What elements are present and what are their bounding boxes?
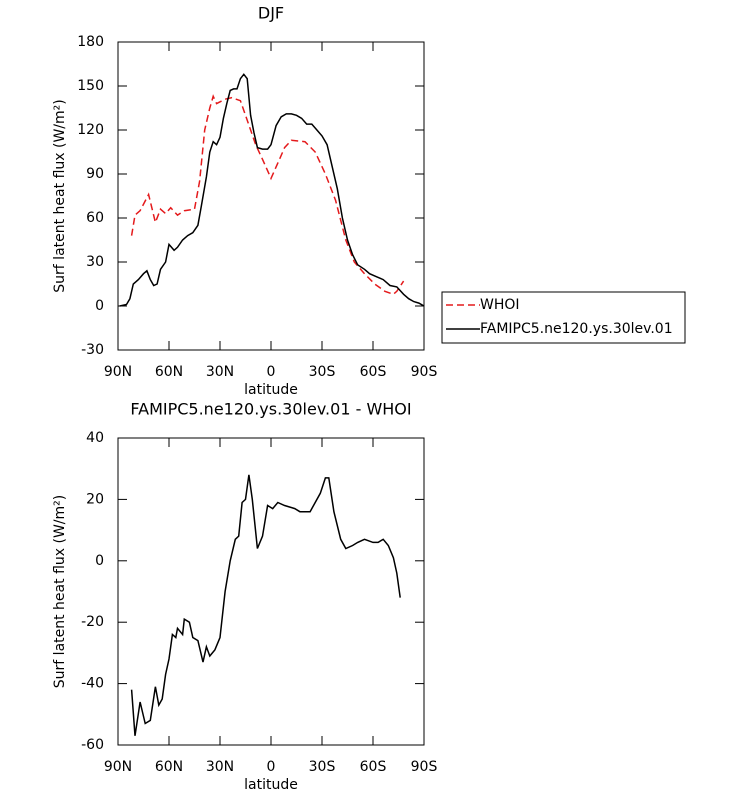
y-tick-label: 90: [86, 166, 104, 182]
x-tick-label: 30N: [206, 759, 234, 775]
x-tick-label: 90S: [411, 364, 438, 380]
y-axis-label: Surf latent heat flux (W/m²): [52, 99, 68, 292]
x-tick-label: 90N: [104, 759, 132, 775]
chart-title: FAMIPC5.ne120.ys.30lev.01 - WHOI: [130, 400, 411, 419]
legend-box: [441, 291, 686, 344]
y-tick-label: -60: [81, 737, 104, 753]
x-tick-label: 0: [267, 364, 276, 380]
plot-frame: [117, 437, 425, 746]
x-tick-label: 30S: [309, 364, 336, 380]
y-tick-label: 120: [77, 122, 104, 138]
y-tick-label: 30: [86, 254, 104, 270]
x-tick-label: 90N: [104, 364, 132, 380]
data-line: [130, 474, 401, 736]
legend-label: FAMIPC5.ne120.ys.30lev.01: [480, 321, 673, 337]
x-tick-label: 90S: [411, 759, 438, 775]
x-tick-label: 0: [267, 759, 276, 775]
y-tick-label: 20: [86, 491, 104, 507]
x-tick-label: 30S: [309, 759, 336, 775]
x-tick-label: 60S: [360, 759, 387, 775]
x-tick-label: 60N: [155, 364, 183, 380]
y-tick-label: 40: [86, 430, 104, 446]
y-tick-label: 150: [77, 78, 104, 94]
y-tick-label: 180: [77, 34, 104, 50]
y-tick-label: -20: [81, 614, 104, 630]
plot-frame: [117, 41, 425, 351]
y-tick-label: 0: [95, 553, 104, 569]
legend-label: WHOI: [480, 297, 520, 313]
x-tick-label: 60S: [360, 364, 387, 380]
y-tick-label: -40: [81, 676, 104, 692]
x-tick-label: 60N: [155, 759, 183, 775]
panel: FAMIPC5.ne120.ys.30lev.01 - WHOI latitude…: [52, 400, 437, 794]
data-line: [119, 73, 425, 307]
panel: DJF latitude Surf latent heat flux (W/m²) 9…: [52, 4, 686, 398]
x-axis-label: latitude: [244, 382, 298, 398]
y-tick-label: -30: [81, 342, 104, 358]
chart-title: DJF: [258, 4, 284, 23]
x-tick-label: 30N: [206, 364, 234, 380]
y-tick-label: 0: [95, 298, 104, 314]
x-axis-label: latitude: [244, 777, 298, 793]
y-axis-label: Surf latent heat flux (W/m²): [52, 495, 68, 688]
data-line: [130, 94, 405, 296]
y-tick-label: 60: [86, 210, 104, 226]
